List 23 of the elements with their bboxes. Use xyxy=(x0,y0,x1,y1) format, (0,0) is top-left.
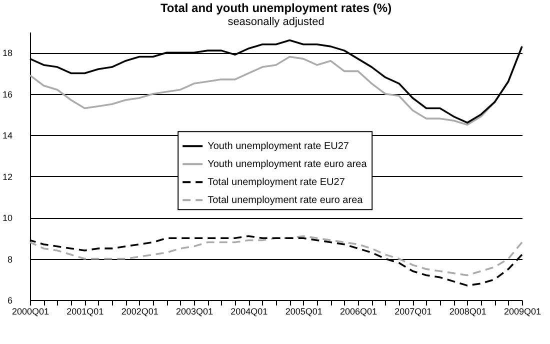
legend-label: Youth unemployment rate EU27 xyxy=(208,141,350,152)
y-tick-label: 10 xyxy=(2,213,12,224)
chart-subtitle: seasonally adjusted xyxy=(228,16,324,28)
legend-label: Total unemployment rate EU27 xyxy=(208,177,346,188)
x-tick-label: 2009Q01 xyxy=(504,306,542,316)
x-tick-label: 2001Q01 xyxy=(66,306,104,316)
y-tick-label: 12 xyxy=(2,172,12,182)
legend-label: Total unemployment rate euro area xyxy=(208,195,364,206)
x-tick-label: 2003Q01 xyxy=(176,306,214,316)
x-tick-label: 2002Q01 xyxy=(121,306,158,316)
x-tick-label: 2000Q01 xyxy=(12,306,50,316)
x-tick-label: 2004Q01 xyxy=(230,306,268,316)
y-tick-label: 14 xyxy=(2,130,12,141)
x-tick-label: 2005Q01 xyxy=(285,306,322,316)
y-tick-label: 8 xyxy=(7,254,12,264)
y-tick-label: 16 xyxy=(2,89,12,100)
x-tick-label: 2006Q01 xyxy=(340,306,378,316)
chart-title: Total and youth unemployment rates (%) xyxy=(160,1,392,15)
x-tick-label: 2007Q01 xyxy=(394,306,432,316)
y-tick-label: 6 xyxy=(7,296,12,306)
x-tick-label: 2008Q01 xyxy=(449,306,486,316)
y-tick-label: 18 xyxy=(2,48,12,58)
legend-label: Youth unemployment rate euro area xyxy=(208,159,368,170)
